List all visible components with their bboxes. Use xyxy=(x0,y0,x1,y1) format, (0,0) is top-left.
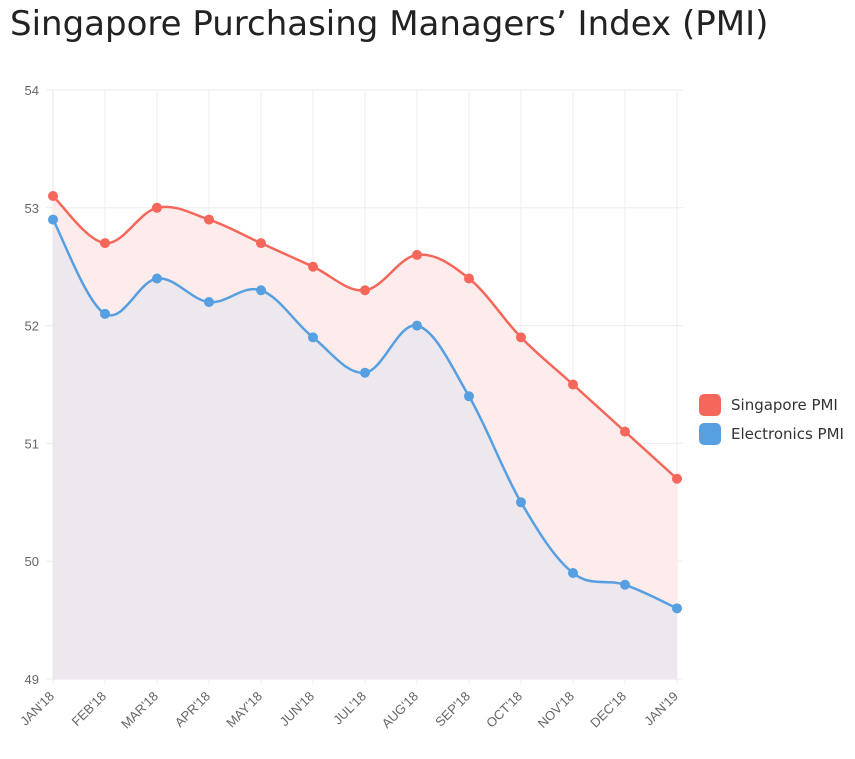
electronics-pmi-point[interactable] xyxy=(412,320,422,331)
y-tick-label: 49 xyxy=(25,672,39,687)
series-areas xyxy=(53,196,677,679)
electronics-pmi-point[interactable] xyxy=(204,297,214,308)
electronics-pmi-point[interactable] xyxy=(308,332,318,343)
electronics-pmi-point[interactable] xyxy=(620,579,630,590)
electronics-pmi-point[interactable] xyxy=(256,285,266,296)
singapore-pmi-point[interactable] xyxy=(308,261,318,272)
legend-swatch-singapore xyxy=(699,393,721,416)
singapore-pmi-point[interactable] xyxy=(256,238,266,249)
electronics-pmi-point[interactable] xyxy=(516,497,526,508)
electronics-pmi-point[interactable] xyxy=(464,391,474,402)
y-axis-ticks: 49 50 51 52 53 54 xyxy=(25,83,39,687)
x-tick-label: JUN'18 xyxy=(277,689,317,729)
singapore-pmi-point[interactable] xyxy=(412,249,422,260)
singapore-pmi-point[interactable] xyxy=(464,273,474,284)
legend-label: Singapore PMI xyxy=(731,395,838,414)
legend-item-singapore-pmi[interactable]: Singapore PMI xyxy=(699,390,844,419)
singapore-pmi-point[interactable] xyxy=(568,379,578,390)
singapore-pmi-point[interactable] xyxy=(620,426,630,437)
singapore-pmi-point[interactable] xyxy=(48,191,58,202)
x-tick-label: JAN'18 xyxy=(17,689,57,729)
electronics-pmi-point[interactable] xyxy=(152,273,162,284)
x-tick-label: APR'18 xyxy=(172,689,213,730)
x-axis-ticks: JAN'18 FEB'18 MAR'18 APR'18 MAY'18 JUN'18 JUL'… xyxy=(17,689,681,732)
x-tick-label: MAY'18 xyxy=(223,689,265,731)
singapore-pmi-point[interactable] xyxy=(672,473,682,484)
x-tick-label: NOV'18 xyxy=(535,689,578,732)
singapore-pmi-point[interactable] xyxy=(204,214,214,225)
x-tick-label: JAN'19 xyxy=(641,689,681,729)
electronics-pmi-point[interactable] xyxy=(100,308,110,319)
x-tick-label: DEC'18 xyxy=(587,689,629,731)
chart-title: Singapore Purchasing Managers’ Index (PM… xyxy=(10,4,769,44)
electronics-pmi-point[interactable] xyxy=(568,567,578,578)
y-tick-label: 53 xyxy=(25,201,39,216)
legend-label: Electronics PMI xyxy=(731,424,844,443)
x-tick-label: MAR'18 xyxy=(118,689,161,732)
series-points xyxy=(48,191,682,614)
y-tick-label: 50 xyxy=(25,554,39,569)
singapore-pmi-point[interactable] xyxy=(100,238,110,249)
y-tick-label: 52 xyxy=(25,319,39,334)
legend-swatch-electronics xyxy=(699,422,721,445)
electronics-pmi-point[interactable] xyxy=(360,367,370,378)
x-tick-label: FEB'18 xyxy=(69,689,109,729)
electronics-pmi-area xyxy=(53,219,677,679)
electronics-pmi-point[interactable] xyxy=(48,214,58,225)
chart-legend: Singapore PMI Electronics PMI xyxy=(699,390,844,448)
electronics-pmi-point[interactable] xyxy=(672,603,682,614)
legend-item-electronics-pmi[interactable]: Electronics PMI xyxy=(699,419,844,448)
x-tick-label: SEP'18 xyxy=(432,689,473,730)
y-tick-label: 51 xyxy=(25,436,39,451)
singapore-pmi-point[interactable] xyxy=(360,285,370,296)
x-tick-label: OCT'18 xyxy=(483,689,525,731)
y-tick-label: 54 xyxy=(25,83,39,98)
x-tick-label: JUL'18 xyxy=(330,689,369,728)
singapore-pmi-point[interactable] xyxy=(516,332,526,343)
x-tick-label: AUG'18 xyxy=(379,689,422,732)
singapore-pmi-point[interactable] xyxy=(152,202,162,213)
